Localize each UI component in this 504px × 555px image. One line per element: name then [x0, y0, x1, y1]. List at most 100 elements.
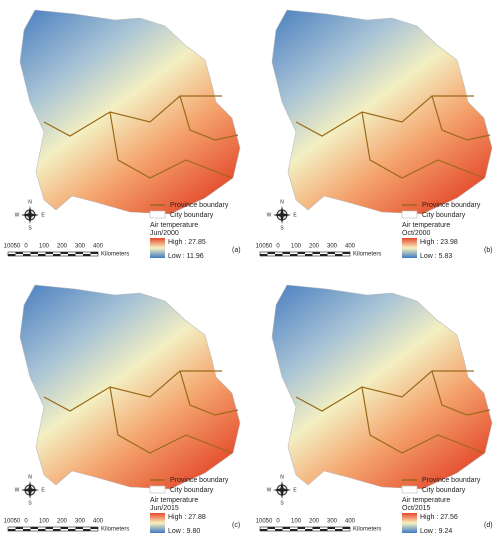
compass-star [21, 206, 39, 224]
scale-label: 300 [327, 244, 338, 250]
scale-segment [342, 252, 350, 254]
map-surface [19, 9, 241, 215]
scale-label: 0 [276, 519, 280, 525]
scale-segment [260, 254, 268, 256]
scale-label: 200 [57, 519, 68, 525]
legend-title: Air temperature [150, 222, 198, 229]
scale-label: 100 [39, 519, 50, 525]
compass-star [273, 481, 291, 499]
scale-segment [290, 529, 298, 531]
legend-low: Low : 9.24 [420, 528, 452, 535]
scale-label: 100 [291, 244, 302, 250]
scale-segment [312, 252, 320, 254]
scale-label: 300 [75, 244, 86, 250]
scale-segment [23, 254, 31, 256]
compass-letter: N [280, 474, 284, 480]
legend-city-swatch [401, 210, 418, 219]
compass-letter: W [267, 212, 272, 218]
scale-segment [297, 527, 305, 529]
map-surface [271, 9, 493, 215]
scale-segment [312, 527, 320, 529]
scale-segment [275, 529, 283, 531]
province-boundary [295, 95, 474, 137]
scale-label: 10050 [256, 244, 273, 250]
legend-ramp [402, 238, 417, 258]
legend-city: City boundary [170, 487, 214, 494]
province-boundary [109, 111, 233, 179]
panel-label: (a) [232, 247, 241, 254]
scale-segment [8, 254, 16, 256]
province-boundary [43, 370, 222, 412]
legend-ramp [402, 513, 417, 533]
legend-low: Low : 5.83 [420, 253, 452, 260]
scale-label: 0 [276, 244, 280, 250]
scale-segment [335, 254, 343, 256]
scale-unit: Kilometers [101, 252, 129, 258]
legend-date: Oct/2015 [402, 505, 431, 512]
scale-segment [90, 527, 98, 529]
compass-letter: W [15, 212, 20, 218]
scale-segment [275, 254, 283, 256]
scale-label: 10050 [4, 244, 21, 250]
scale-unit: Kilometers [353, 252, 381, 258]
compass-letter: W [267, 487, 272, 493]
legend-high: High : 27.88 [168, 514, 206, 521]
scale-segment [305, 529, 313, 531]
legend-high: High : 27.85 [168, 239, 206, 246]
province-boundary [179, 370, 239, 416]
compass-letter: S [280, 225, 284, 231]
compass-letter: N [28, 474, 32, 480]
scale-segment [75, 252, 83, 254]
scale-label: 300 [327, 519, 338, 525]
compass-letter: S [280, 500, 284, 506]
map-panel: Province boundary City boundary Air temper… [4, 9, 241, 260]
scale-segment [45, 527, 53, 529]
scale-frame [259, 526, 351, 532]
legend-city-swatch [149, 485, 166, 494]
legend-title: Air temperature [402, 222, 450, 229]
province-boundary [431, 370, 491, 416]
legend-city: City boundary [422, 487, 466, 494]
scale-segment [342, 527, 350, 529]
legend-province: Province boundary [422, 202, 481, 209]
legend-title: Air temperature [150, 497, 198, 504]
scale-segment [38, 529, 46, 531]
scale-label: 400 [345, 519, 356, 525]
scale-segment [53, 529, 61, 531]
legend-ramp [150, 238, 165, 258]
scale-label: 200 [309, 519, 320, 525]
scale-segment [305, 254, 313, 256]
scale-segment [320, 529, 328, 531]
province-boundary [295, 370, 474, 412]
scale-segment [45, 252, 53, 254]
legend-date: Jun/2000 [150, 230, 179, 237]
scale-segment [23, 529, 31, 531]
scale-segment [282, 527, 290, 529]
scale-label: 10050 [256, 519, 273, 525]
scale-label: 400 [345, 244, 356, 250]
scale-segment [60, 527, 68, 529]
map-panel: Province boundary City boundary Air temper… [256, 9, 493, 260]
scale-segment [60, 252, 68, 254]
legend-date: Oct/2000 [402, 230, 431, 237]
province-boundary [43, 95, 222, 137]
compass-letter: S [28, 225, 32, 231]
province-boundary [179, 95, 239, 141]
scale-segment [53, 254, 61, 256]
legend-city: City boundary [170, 212, 214, 219]
scale-label: 0 [24, 244, 28, 250]
compass-star [21, 481, 39, 499]
compass-letter: N [280, 199, 284, 205]
scale-label: 200 [57, 244, 68, 250]
legend-high: High : 23.98 [420, 239, 458, 246]
scale-segment [30, 527, 38, 529]
scale-segment [320, 254, 328, 256]
compass-letter: E [293, 212, 297, 218]
scale-segment [83, 529, 91, 531]
compass-letter: N [28, 199, 32, 205]
scale-segment [68, 529, 76, 531]
scale-segment [30, 252, 38, 254]
compass-letter: E [293, 487, 297, 493]
scale-segment [327, 527, 335, 529]
